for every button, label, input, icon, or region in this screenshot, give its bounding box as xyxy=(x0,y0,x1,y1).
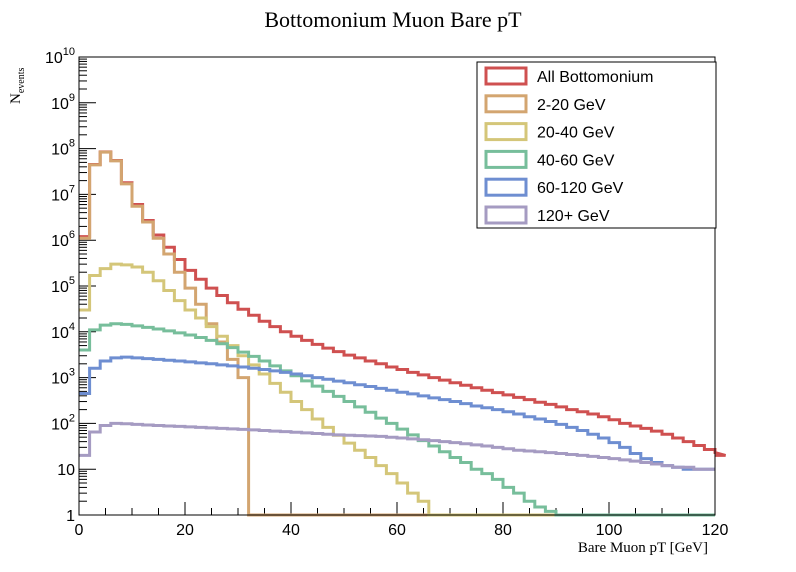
legend-label: 60-120 GeV xyxy=(537,180,624,197)
legend-label: 120+ GeV xyxy=(537,208,610,225)
y-tick-label: 103 xyxy=(51,367,75,388)
x-tick-label: 60 xyxy=(388,522,406,539)
y-tick-base: 10 xyxy=(51,325,69,342)
y-tick-exponent: 8 xyxy=(69,138,75,150)
y-tick-label: 105 xyxy=(51,275,75,296)
y-tick-label: 10 xyxy=(57,462,75,479)
y-tick-exponent: 3 xyxy=(69,367,75,379)
plot-frame xyxy=(78,56,716,516)
x-tick-label: 20 xyxy=(176,522,194,539)
y-tick-label: 104 xyxy=(51,321,75,342)
series-line-4 xyxy=(79,322,715,517)
y-tick-base: 10 xyxy=(51,279,69,296)
y-tick-base: 1 xyxy=(66,508,75,525)
y-tick-base: 10 xyxy=(51,96,69,113)
y-tick-exponent: 7 xyxy=(69,183,75,195)
y-tick-exponent: 5 xyxy=(69,275,75,287)
y-tick-exponent: 2 xyxy=(69,412,75,424)
legend-swatch xyxy=(484,205,528,225)
y-tick-label: 1 xyxy=(66,508,75,525)
x-tick-label: 0 xyxy=(75,522,84,539)
y-tick-exponent: 6 xyxy=(69,229,75,241)
y-tick-base: 10 xyxy=(51,142,69,159)
legend-label: 40-60 GeV xyxy=(537,152,615,169)
x-tick-label: 120 xyxy=(702,522,729,539)
legend: All Bottomonium 2-20 GeV 20-40 GeV 40-60 Ge… xyxy=(476,61,717,229)
series-line-5 xyxy=(79,355,715,471)
y-tick-exponent: 4 xyxy=(69,321,75,333)
y-tick-label: 102 xyxy=(51,412,75,433)
legend-swatch xyxy=(484,122,528,142)
x-tick-label: 40 xyxy=(282,522,300,539)
svg-text:Nevents: Nevents xyxy=(8,68,27,104)
legend-box xyxy=(476,61,717,229)
y-tick-label: 1010 xyxy=(45,46,75,67)
x-axis-ticks: 0 20 40 60 80 100 120 xyxy=(75,502,729,539)
series-line-1 xyxy=(79,150,726,457)
y-tick-exponent: 10 xyxy=(63,46,75,58)
y-axis-label: Nevents xyxy=(8,68,27,104)
legend-swatch xyxy=(484,66,528,86)
legend-label: 20-40 GeV xyxy=(537,125,615,142)
y-tick-label: 109 xyxy=(51,92,75,113)
y-tick-exponent: 9 xyxy=(69,92,75,104)
legend-swatch xyxy=(484,94,528,114)
y-tick-base: 10 xyxy=(57,462,75,479)
legend-label: All Bottomonium xyxy=(537,69,654,86)
legend-label: 2-20 GeV xyxy=(537,97,606,114)
x-tick-label: 100 xyxy=(596,522,623,539)
y-axis-label-sub: events xyxy=(16,68,27,94)
legend-swatch xyxy=(484,177,528,197)
legend-swatch xyxy=(484,149,528,169)
y-tick-label: 108 xyxy=(51,138,75,159)
y-tick-label: 107 xyxy=(51,183,75,204)
y-tick-base: 10 xyxy=(51,416,69,433)
y-tick-base: 10 xyxy=(51,233,69,250)
x-axis-label: Bare Muon pT [GeV] xyxy=(578,540,708,556)
y-tick-label: 106 xyxy=(51,229,75,250)
y-axis-label-main: N xyxy=(8,93,24,104)
y-tick-base: 10 xyxy=(51,371,69,388)
series-line-6 xyxy=(79,421,715,471)
x-tick-label: 80 xyxy=(494,522,512,539)
chart-title: Bottomonium Muon Bare pT xyxy=(264,7,522,32)
y-tick-base: 10 xyxy=(45,50,63,67)
y-tick-base: 10 xyxy=(51,187,69,204)
